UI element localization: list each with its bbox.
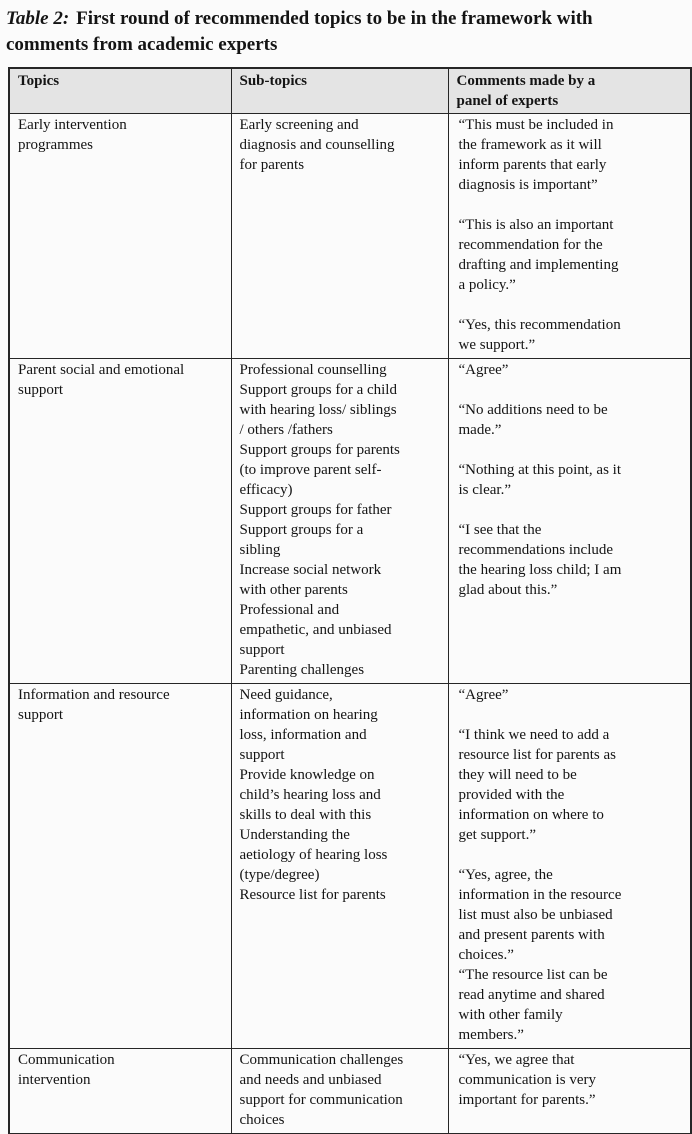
subtopic-line: Communication challenges and needs and u… xyxy=(239,1052,404,1128)
comment-paragraph: “The resource list can be read anytime a… xyxy=(458,967,608,1043)
comment-paragraph: “I see that the recommendations include … xyxy=(458,522,622,598)
table-row: Information and resource support Need gu… xyxy=(8,683,692,1049)
comments-cell: “Agree” “I think we need to add a resour… xyxy=(447,683,692,1049)
comments-cell: “Yes, we agree that communication is ver… xyxy=(447,1048,692,1134)
subtopic-line: Early screening and diagnosis and counse… xyxy=(239,117,395,173)
topic-cell: Parent social and emotional support xyxy=(8,358,232,684)
subtopic-line: Professional and empathetic, and unbiase… xyxy=(239,602,392,658)
caption-label: Table 2: xyxy=(6,8,70,29)
comment-paragraph: “Agree” xyxy=(458,687,509,703)
table-row: Early intervention programmes Early scre… xyxy=(8,113,692,359)
subtopics-cell: Professional counselling Support groups … xyxy=(230,358,449,684)
topic-cell: Early intervention programmes xyxy=(8,113,232,359)
subtopic-line: Support groups for a sibling xyxy=(239,522,364,558)
table-row: Communication intervention Communication… xyxy=(8,1048,692,1134)
subtopics-cell: Need guidance, information on hearing lo… xyxy=(230,683,449,1049)
caption-text: First round of recommended topics to be … xyxy=(6,8,593,55)
subtopic-line: Resource list for parents xyxy=(239,887,386,903)
subtopic-line: Support groups for parents (to improve p… xyxy=(239,442,400,498)
comment-paragraph: “This must be included in the framework … xyxy=(458,117,614,193)
comments-cell: “Agree” “No additions need to be made.” … xyxy=(447,358,692,684)
topics-table: Topics Sub-topics Comments made by a pan… xyxy=(8,67,692,1134)
subtopic-line: Support groups for father xyxy=(239,502,392,518)
subtopics-cell: Communication challenges and needs and u… xyxy=(230,1048,449,1134)
comment-paragraph: “Agree” xyxy=(458,362,509,378)
comment-paragraph: “No additions need to be made.” xyxy=(458,402,608,438)
subtopic-line: Parenting challenges xyxy=(239,662,365,678)
subtopic-line: Provide knowledge on child’s hearing los… xyxy=(239,767,381,823)
comment-paragraph: “This is also an important recommendatio… xyxy=(458,217,619,293)
subtopic-line: Need guidance, information on hearing lo… xyxy=(239,687,378,763)
table-caption: Table 2: First round of recommended topic… xyxy=(6,6,678,58)
comment-paragraph: “Nothing at this point, as it is clear.” xyxy=(458,462,622,498)
header-row: Topics Sub-topics Comments made by a pan… xyxy=(8,67,692,114)
comment-paragraph: “Yes, we agree that communication is ver… xyxy=(458,1052,596,1108)
comments-cell: “This must be included in the framework … xyxy=(447,113,692,359)
subtopic-line: Support groups for a child with hearing … xyxy=(239,382,397,438)
comment-paragraph: “I think we need to add a resource list … xyxy=(458,727,616,843)
topic-cell: Information and resource support xyxy=(8,683,232,1049)
column-header-subtopics: Sub-topics xyxy=(230,67,449,114)
table-row: Parent social and emotional support Prof… xyxy=(8,358,692,684)
column-header-comments: Comments made by a panel of experts xyxy=(447,67,692,114)
comment-paragraph: “Yes, agree, the information in the reso… xyxy=(458,867,622,963)
topic-cell: Communication intervention xyxy=(8,1048,232,1134)
subtopic-line: Increase social network with other paren… xyxy=(239,562,382,598)
subtopic-line: Understanding the aetiology of hearing l… xyxy=(239,827,388,883)
subtopics-cell: Early screening and diagnosis and counse… xyxy=(230,113,449,359)
subtopic-line: Professional counselling xyxy=(239,362,387,378)
comment-paragraph: “Yes, this recommendation we support.” xyxy=(458,317,621,353)
column-header-topics: Topics xyxy=(8,67,232,114)
